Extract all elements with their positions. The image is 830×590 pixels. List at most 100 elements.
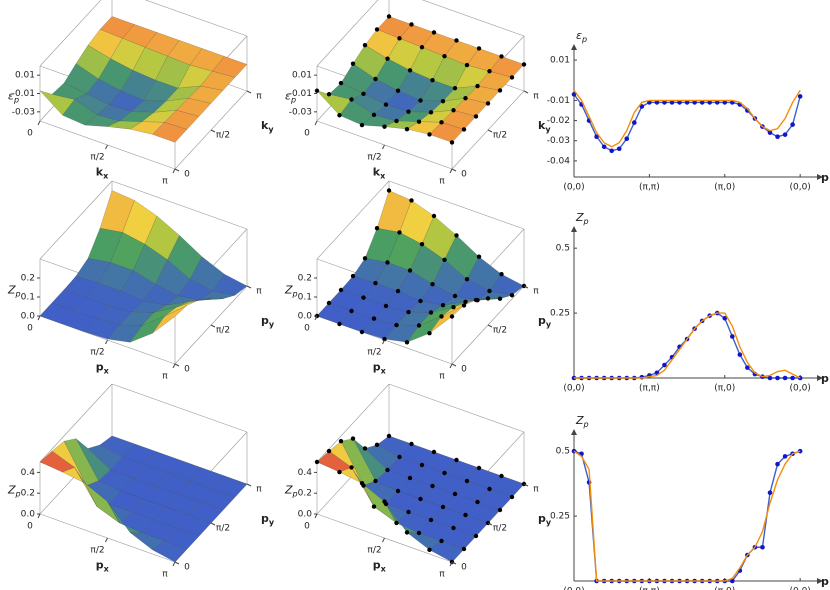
x-axis-arrow	[817, 578, 823, 584]
z-tick-label: 0.0	[298, 510, 313, 520]
data-point	[326, 448, 332, 454]
series-line	[574, 312, 801, 379]
data-point	[775, 461, 780, 467]
data-point	[632, 120, 637, 125]
data-point	[497, 507, 503, 513]
data-point	[418, 98, 423, 103]
y-axis-label: py	[261, 314, 275, 329]
x-tick-label: (0,0)	[563, 183, 584, 193]
data-point	[337, 113, 342, 118]
data-point	[440, 98, 446, 104]
data-point	[449, 140, 455, 145]
data-point	[407, 68, 413, 73]
x-tick	[37, 513, 41, 519]
x-tick	[314, 315, 318, 321]
z-tick-label: 0.01	[292, 71, 312, 81]
data-point	[473, 297, 479, 303]
x-tick	[449, 363, 453, 369]
y-axis-label-main: p	[538, 314, 546, 327]
x-tick	[105, 144, 108, 150]
z-axis-label-main: ε	[285, 89, 291, 102]
x-tick	[37, 120, 41, 126]
x-tick	[172, 561, 176, 567]
z-tick-label: -0.01	[12, 89, 35, 99]
series-line	[574, 312, 801, 379]
data-point	[473, 533, 479, 539]
y-axis-label-sub: y	[545, 125, 551, 134]
z-axis-label: Zp	[284, 283, 298, 298]
data-point	[737, 352, 743, 357]
data-point	[692, 100, 697, 105]
data-point	[395, 88, 401, 93]
z-tick-label: 0.1	[21, 293, 35, 303]
data-point	[338, 80, 344, 86]
y-axis-label-sub: p	[583, 420, 589, 429]
data-point	[397, 36, 402, 41]
y-tick-label: π	[533, 485, 539, 495]
series-line	[573, 89, 801, 148]
x-tick-label: (π,0)	[714, 384, 735, 394]
y-tick	[246, 285, 252, 289]
data-point	[386, 14, 392, 19]
y-tick-label: π/2	[216, 131, 230, 141]
x-tick	[105, 339, 108, 345]
data-point	[454, 457, 459, 463]
data-point	[442, 470, 447, 476]
data-point	[394, 322, 399, 328]
y-axis-label-sub: y	[546, 518, 552, 527]
data-point	[722, 315, 728, 321]
data-point	[760, 544, 765, 550]
y-tick-label: π	[256, 485, 262, 495]
data-point	[373, 280, 378, 286]
z-tick-label: -0.03	[289, 107, 312, 117]
x-axis-arrow	[817, 375, 823, 381]
box-edge	[111, 383, 248, 433]
y-axis-label-main: ε	[576, 29, 582, 42]
data-point	[499, 54, 504, 59]
y-tick	[451, 561, 457, 565]
data-point	[440, 303, 446, 308]
data-point	[662, 362, 667, 368]
data-point	[745, 365, 750, 370]
data-point	[442, 53, 447, 59]
data-point	[476, 254, 482, 259]
y-axis-label: py	[538, 314, 552, 329]
data-point	[431, 30, 437, 35]
data-point	[404, 340, 410, 345]
x-tick-label: 0	[304, 129, 310, 139]
x-tick	[382, 537, 385, 543]
data-point	[767, 375, 773, 381]
data-point	[775, 375, 780, 381]
data-point	[475, 499, 480, 505]
y-tick-label: π	[533, 92, 539, 102]
x-axis-label-main: k	[373, 166, 381, 179]
y-axis-label-main: p	[538, 512, 546, 525]
y-axis-label-main: p	[261, 314, 269, 327]
z-axis-label-sub: p	[13, 95, 19, 104]
x-axis-label-sub: x	[104, 564, 110, 573]
data-point	[722, 100, 728, 105]
y-axis-label-sub: p	[581, 35, 587, 44]
y-axis-label-sub: y	[546, 320, 552, 329]
x-tick	[449, 168, 453, 174]
data-point	[616, 146, 622, 152]
z-axis-label-sub: p	[292, 489, 298, 498]
y-axis-label-main: p	[261, 512, 269, 525]
y-axis-arrow	[571, 226, 577, 232]
x-tick-label: 0	[304, 522, 310, 532]
data-point	[475, 83, 480, 89]
x-axis-label: p	[821, 171, 829, 184]
y-tick-label: -0.03	[547, 136, 570, 146]
x-tick-label: 0	[27, 324, 33, 334]
x-axis-label-sub: x	[104, 366, 110, 375]
data-point	[337, 469, 342, 475]
data-point	[416, 119, 422, 124]
y-tick	[246, 90, 252, 94]
data-point	[428, 110, 434, 115]
x-tick-label: (0,0)	[789, 183, 810, 193]
data-point	[362, 256, 368, 261]
data-point	[476, 46, 482, 51]
data-point	[601, 144, 607, 150]
x-tick-label: (π,0)	[714, 183, 735, 193]
y-tick	[451, 168, 457, 172]
